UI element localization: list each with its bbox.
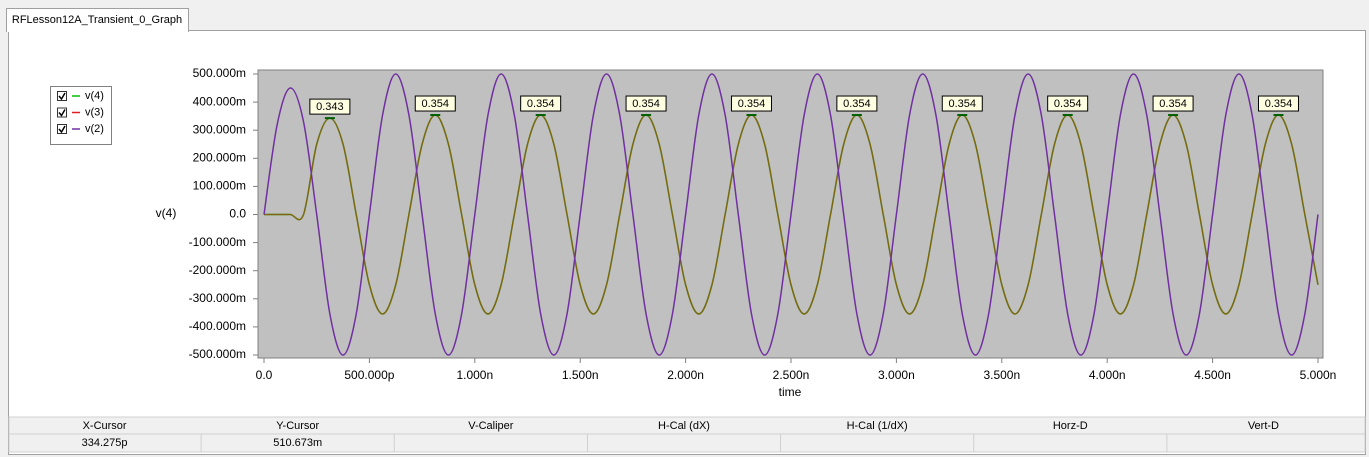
value-label: 0.354: [949, 98, 977, 110]
table-header: H-Cal (dX): [658, 420, 710, 432]
table-row-bg: [8, 433, 1366, 453]
y-tick-label: -500.000m: [189, 347, 246, 361]
value-label: 0.354: [1159, 98, 1187, 110]
value-label-box: [309, 98, 351, 115]
table-value: 334.275p: [82, 437, 128, 449]
x-tick-label: 1.500n: [562, 368, 599, 382]
x-tick-label: 1.000n: [456, 368, 493, 382]
y-tick-label: 400.000m: [193, 94, 246, 108]
value-label: 0.354: [632, 98, 660, 110]
value-label: 0.354: [422, 98, 450, 110]
value-label: 0.354: [843, 98, 871, 110]
value-label-box: [1047, 95, 1089, 112]
y-tick-label: -100.000m: [189, 235, 246, 249]
value-label-box: [520, 95, 562, 112]
series-line: [263, 114, 1319, 315]
legend-items: v(4) v(3) v(2): [57, 90, 104, 135]
value-label-box: [836, 95, 878, 112]
tab-title[interactable]: RFLesson12A_Transient_0_Graph: [12, 14, 182, 26]
x-axis-title: time: [779, 385, 802, 399]
x-tick-label: 4.000n: [1089, 368, 1126, 382]
value-label-box: [414, 95, 456, 112]
value-label-box: [1152, 95, 1194, 112]
y-tick-label: 100.000m: [193, 179, 246, 193]
value-label-box: [941, 95, 983, 112]
legend-label: v(3): [85, 106, 104, 118]
table-header: Y-Cursor: [276, 420, 319, 432]
legend-check: [58, 109, 66, 117]
x-tick-label: 500.000p: [344, 368, 394, 382]
value-label: 0.354: [738, 98, 766, 110]
y-tick-label: -400.000m: [189, 319, 246, 333]
table-header: H-Cal (1/dX): [847, 420, 908, 432]
x-tick-label: 3.000n: [878, 368, 915, 382]
y-tick-label: -300.000m: [189, 291, 246, 305]
y-tick-label: 500.000m: [193, 66, 246, 80]
x-tick-label: 3.500n: [983, 368, 1020, 382]
legend-check: [58, 92, 66, 101]
value-label-box: [625, 95, 667, 112]
y-tick-label: 0.0: [229, 207, 246, 221]
legend-label: v(4): [85, 90, 104, 102]
x-tick-label: 0.0: [256, 368, 273, 382]
y-tick-label: -200.000m: [189, 263, 246, 277]
legend-check: [58, 125, 66, 134]
value-label: 0.354: [1265, 98, 1293, 110]
value-label: 0.354: [527, 98, 555, 110]
table-header: Horz-D: [1053, 420, 1088, 432]
table-header: Vert-D: [1248, 420, 1279, 432]
y-tick-label: 200.000m: [193, 150, 246, 164]
plot: 0.343 0.354 0.354 0.354 0.354 0.354 0.354 0.354…: [263, 73, 1319, 356]
legend-checkbox[interactable]: [57, 107, 67, 118]
table-header: X-Cursor: [83, 420, 127, 432]
y-axis-title: v(4): [156, 206, 177, 220]
legend-checkbox[interactable]: [57, 91, 67, 101]
table-value: 510.673m: [273, 437, 322, 449]
x-tick-label: 2.000n: [667, 368, 704, 382]
y-tick-label: 300.000m: [193, 122, 246, 136]
x-tick-label: 4.500n: [1194, 368, 1231, 382]
value-label: 0.343: [316, 101, 344, 113]
x-tick-label: 5.000n: [1300, 368, 1337, 382]
value-label-box: [1257, 95, 1299, 112]
value-label: 0.354: [1054, 98, 1082, 110]
legend-label: v(2): [85, 123, 104, 135]
value-label-box: [730, 95, 772, 112]
series-line: [263, 73, 1319, 356]
x-tick-label: 2.500n: [773, 368, 810, 382]
cursor-table: X-Cursor Y-Cursor V-Caliper H-Cal (dX) H-Cal…: [8, 416, 1366, 453]
table-header: V-Caliper: [468, 420, 514, 432]
legend-checkbox[interactable]: [57, 124, 67, 134]
